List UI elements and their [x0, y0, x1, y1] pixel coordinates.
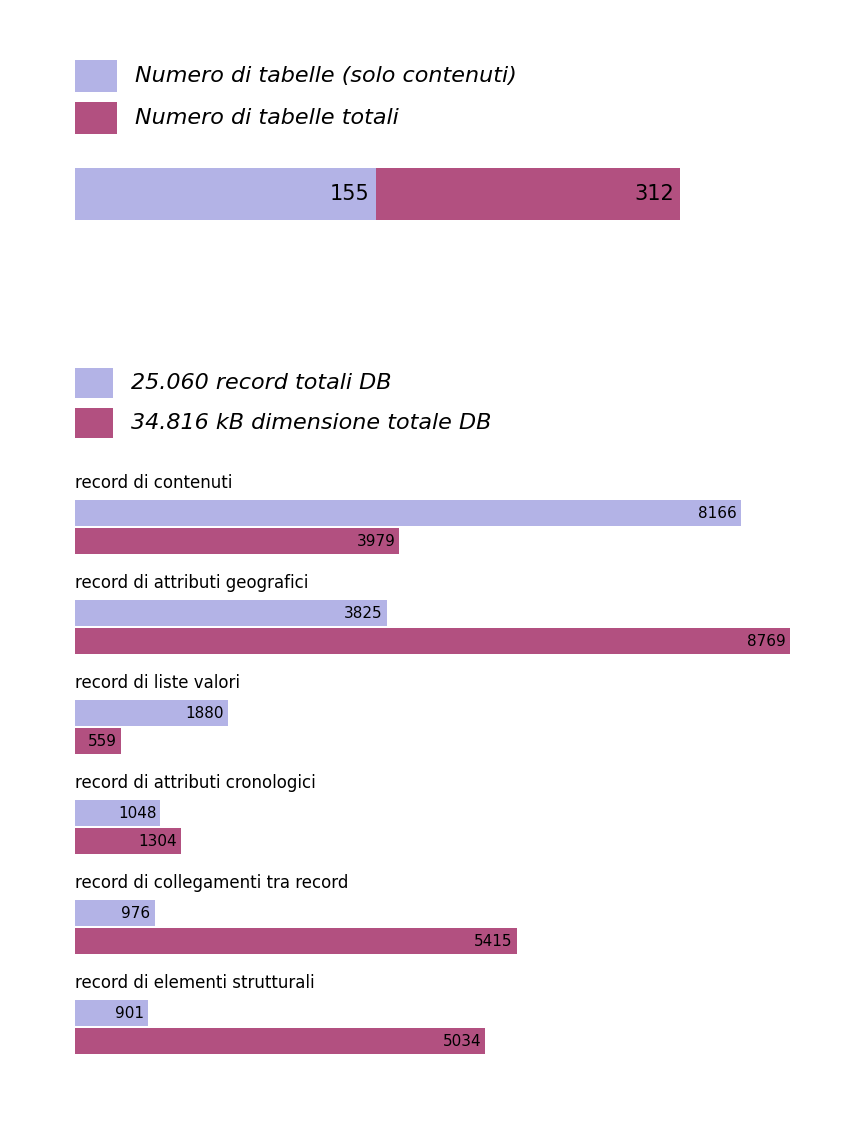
Text: Numero di tabelle (solo contenuti): Numero di tabelle (solo contenuti) [135, 66, 517, 86]
Text: 312: 312 [634, 184, 674, 204]
Bar [75, 102, 117, 134]
Text: 25.060 record totali DB: 25.060 record totali DB [131, 373, 392, 393]
Text: 5034: 5034 [443, 1034, 482, 1049]
Bar [75, 1028, 485, 1054]
Bar [75, 368, 113, 398]
Text: record di contenuti: record di contenuti [75, 474, 232, 492]
Text: 559: 559 [87, 734, 117, 749]
Text: record di liste valori: record di liste valori [75, 674, 240, 692]
Text: 3979: 3979 [357, 534, 395, 549]
Text: 34.816 kB dimensione totale DB: 34.816 kB dimensione totale DB [131, 414, 491, 433]
Bar [75, 500, 740, 526]
Text: record di attributi geografici: record di attributi geografici [75, 574, 309, 592]
Text: 1304: 1304 [139, 834, 177, 849]
Bar [75, 828, 182, 854]
Text: 8769: 8769 [747, 634, 786, 649]
Bar [75, 168, 375, 220]
Bar [75, 60, 117, 92]
Text: record di collegamenti tra record: record di collegamenti tra record [75, 874, 349, 892]
Bar [75, 1000, 148, 1026]
Bar [75, 928, 517, 954]
Bar [75, 628, 790, 654]
Text: 1048: 1048 [118, 805, 157, 820]
Text: 3825: 3825 [345, 605, 383, 620]
Bar [75, 408, 113, 438]
Bar [75, 700, 228, 726]
Text: 976: 976 [122, 905, 151, 920]
Bar [375, 168, 680, 220]
Text: Numero di tabelle totali: Numero di tabelle totali [135, 108, 399, 128]
Bar [75, 600, 387, 626]
Text: 8166: 8166 [698, 506, 737, 520]
Bar [75, 900, 154, 926]
Bar [75, 800, 160, 826]
Text: 155: 155 [330, 184, 369, 204]
Text: record di elementi strutturali: record di elementi strutturali [75, 974, 315, 992]
Text: 1880: 1880 [186, 705, 225, 720]
Text: 901: 901 [116, 1005, 145, 1020]
Text: 5415: 5415 [474, 934, 512, 949]
Bar [75, 528, 399, 554]
Text: record di attributi cronologici: record di attributi cronologici [75, 774, 315, 792]
Bar [75, 728, 121, 754]
